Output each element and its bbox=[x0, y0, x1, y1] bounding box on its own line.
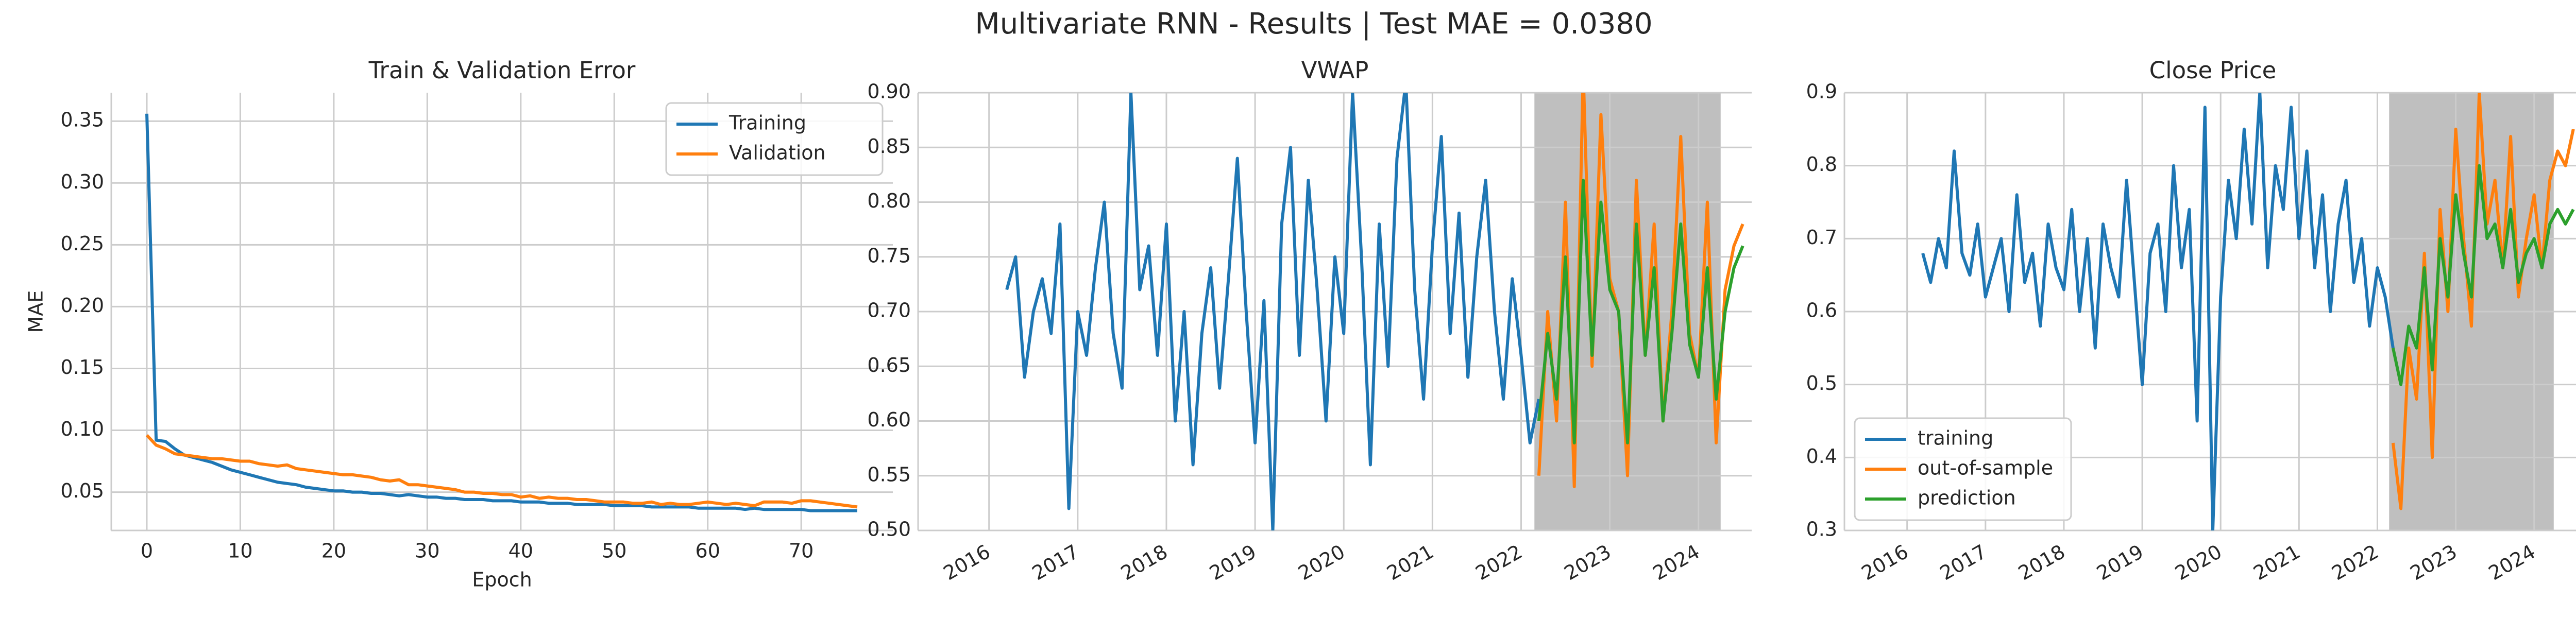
x-axis-label: Epoch bbox=[472, 569, 532, 591]
y-tick-label: 0.90 bbox=[867, 80, 911, 103]
y-tick-label: 0.4 bbox=[1806, 445, 1837, 468]
plot-lines bbox=[145, 113, 858, 512]
legend: Training Validation bbox=[665, 102, 884, 176]
x-tick-label: 30 bbox=[415, 540, 439, 562]
plot-lines bbox=[1005, 93, 1744, 530]
y-tick-label: 0.5 bbox=[1806, 372, 1837, 394]
y-tick-label: 0.6 bbox=[1806, 299, 1837, 322]
x-tick-label: 40 bbox=[509, 540, 533, 562]
legend-label: Training bbox=[728, 112, 806, 134]
y-tick-label: 0.25 bbox=[60, 232, 104, 255]
y-tick-label: 0.55 bbox=[867, 463, 911, 486]
legend-label: training bbox=[1918, 427, 1993, 450]
y-tick-label: 0.20 bbox=[60, 294, 104, 317]
y-tick-label: 0.10 bbox=[60, 418, 104, 440]
series-line bbox=[1921, 93, 2395, 530]
plot-lines bbox=[1921, 93, 2575, 530]
subplot: Train & Validation Error 0.05 0.10 0.15 0.20… bbox=[25, 57, 893, 591]
series-line bbox=[1005, 93, 1540, 530]
y-tick-label: 0.3 bbox=[1806, 518, 1837, 541]
legend-box bbox=[665, 102, 884, 176]
x-tick-label: 10 bbox=[228, 540, 252, 562]
y-tick-label: 0.50 bbox=[867, 518, 911, 541]
subplot-title: VWAP bbox=[1301, 57, 1369, 84]
y-tick-label: 0.85 bbox=[867, 135, 911, 158]
y-tick-label: 0.80 bbox=[867, 190, 911, 212]
y-tick-label: 0.7 bbox=[1806, 226, 1837, 249]
series-line bbox=[2391, 164, 2575, 386]
y-tick-label: 0.75 bbox=[867, 244, 911, 267]
series-line bbox=[145, 434, 858, 509]
y-tick-label: 0.8 bbox=[1806, 153, 1837, 176]
figure-title: Multivariate RNN - Results | Test MAE = … bbox=[975, 7, 1652, 41]
legend-label: out-of-sample bbox=[1918, 457, 2053, 479]
legend-box bbox=[1854, 417, 2072, 521]
y-tick-label: 0.60 bbox=[867, 408, 911, 431]
series-line bbox=[1537, 179, 1744, 444]
y-tick-label: 0.9 bbox=[1806, 80, 1837, 103]
legend-label: prediction bbox=[1918, 487, 2016, 509]
subplot-title: Close Price bbox=[2149, 57, 2277, 84]
y-tick-label: 0.05 bbox=[60, 479, 104, 502]
x-tick-label: 60 bbox=[696, 540, 720, 562]
y-tick-label: 0.30 bbox=[60, 170, 104, 193]
x-tick-label: 20 bbox=[321, 540, 346, 562]
y-axis-label: MAE bbox=[25, 290, 47, 333]
y-tick-label: 0.35 bbox=[60, 109, 104, 131]
legend-label: Validation bbox=[729, 142, 826, 164]
y-tick-label: 0.15 bbox=[60, 356, 104, 379]
y-tick-label: 0.70 bbox=[867, 299, 911, 322]
x-tick-label: 0 bbox=[141, 540, 153, 562]
x-tick-label: 70 bbox=[789, 540, 814, 562]
series-line bbox=[145, 113, 857, 512]
subplot-title: Train & Validation Error bbox=[368, 57, 636, 84]
y-tick-label: 0.65 bbox=[867, 354, 911, 376]
x-tick-label: 50 bbox=[602, 540, 626, 562]
legend: training out-of-sample prediction bbox=[1854, 417, 2072, 521]
